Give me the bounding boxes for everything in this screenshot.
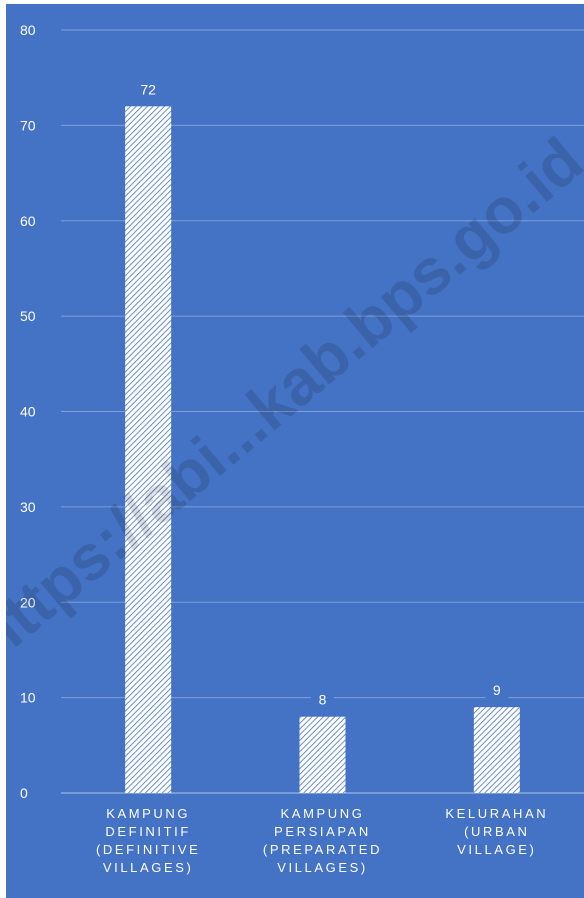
y-tick-label: 0 xyxy=(20,785,28,801)
bar xyxy=(125,106,172,794)
chart-area: 0 10 20 30 40 50 60 70 80 72 8 9 KAMPUNG DEFINITIF(… xyxy=(6,4,584,898)
data-label: 8 xyxy=(319,692,327,708)
y-tick-label: 40 xyxy=(20,404,36,420)
y-tick-label: 20 xyxy=(20,594,36,610)
watermark: https://abi...kab.bps.go.id xyxy=(6,124,584,675)
y-tick-label: 70 xyxy=(20,117,36,133)
bar xyxy=(299,716,346,793)
bar xyxy=(473,707,520,793)
data-label: 72 xyxy=(140,81,156,97)
bars xyxy=(125,106,520,794)
y-tick-label: 60 xyxy=(20,213,36,229)
bar-chart: 0 10 20 30 40 50 60 70 80 72 8 9 KAMPUNG DEFINITIF(… xyxy=(6,22,584,875)
y-tick-label: 10 xyxy=(20,690,36,706)
x-tick-label: KAMPUNG PERSIAPAN (PREPARATED VILLAGES) xyxy=(263,806,382,875)
x-tick-label: KELURAHAN (URBAN VILLAGE) xyxy=(445,806,548,857)
y-tick-label: 80 xyxy=(20,22,36,38)
data-labels: 72 8 9 xyxy=(132,78,509,711)
y-axis: 0 10 20 30 40 50 60 70 80 xyxy=(20,22,36,801)
y-tick-label: 30 xyxy=(20,499,36,515)
data-label-bg xyxy=(311,688,334,711)
x-axis: KAMPUNG DEFINITIF (DEFINITIVE VILLAGES) KAMP… xyxy=(96,806,548,875)
y-tick-label: 50 xyxy=(20,308,36,324)
x-tick-label: KAMPUNG DEFINITIF (DEFINITIVE VILLAGES) xyxy=(96,806,200,875)
data-label-bg xyxy=(132,78,165,101)
data-label-bg xyxy=(485,679,509,702)
data-label: 9 xyxy=(493,682,501,698)
